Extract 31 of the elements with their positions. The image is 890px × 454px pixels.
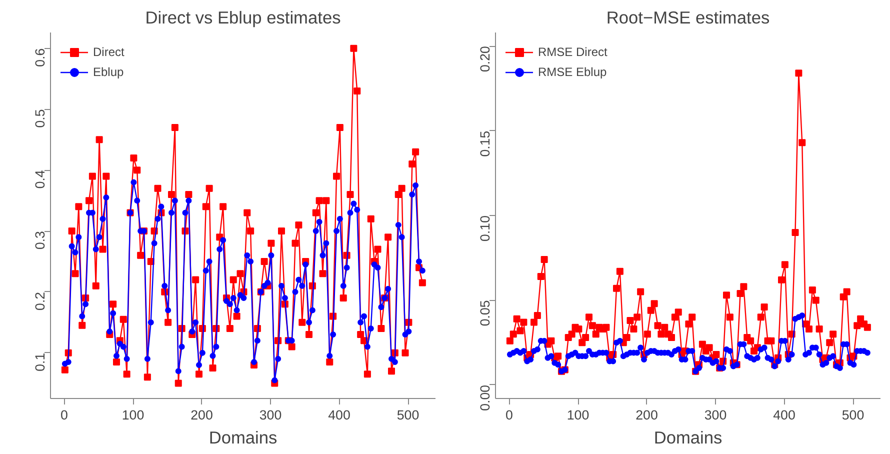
y-tick-label: 0.15 [478, 130, 492, 157]
y-tick-label: 0.10 [478, 215, 492, 242]
x-tick-label: 0 [506, 408, 513, 422]
y-tick-label: 0.05 [478, 300, 492, 326]
x-tick-label: 200 [190, 408, 213, 422]
x-tick-label: 400 [328, 408, 350, 422]
chart-title: Root−MSE estimates [606, 8, 770, 28]
y-tick-label: 0.4 [32, 170, 48, 189]
chart-title: Direct vs Eblup estimates [145, 8, 342, 28]
y-tick-label: 0.2 [32, 292, 48, 310]
x-tick-label: 300 [259, 408, 282, 422]
x-tick-label: 100 [122, 408, 144, 422]
legend-label: RMSE Direct [538, 45, 608, 59]
x-tick-label: 500 [842, 408, 864, 422]
legend-label: Direct [93, 45, 124, 59]
legend-label: RMSE Eblup [538, 65, 607, 79]
y-tick-label: 0.1 [32, 352, 48, 372]
x-tick-label: 300 [704, 408, 727, 422]
y-tick-label: 0.20 [478, 46, 492, 72]
x-tick-label: 0 [60, 408, 68, 422]
y-tick-label: 0.6 [32, 48, 48, 67]
x-tick-label: 100 [566, 408, 590, 422]
x-axis-title: Domains [208, 428, 278, 448]
x-tick-label: 500 [396, 408, 420, 422]
legend-label: Eblup [93, 65, 124, 79]
x-tick-label: 200 [636, 408, 658, 422]
y-tick-label: 0.5 [32, 109, 48, 128]
y-tick-label: 0.00 [478, 384, 492, 411]
x-axis-title: Domains [654, 428, 723, 448]
x-tick-label: 400 [773, 408, 796, 422]
y-tick-label: 0.3 [32, 231, 48, 250]
